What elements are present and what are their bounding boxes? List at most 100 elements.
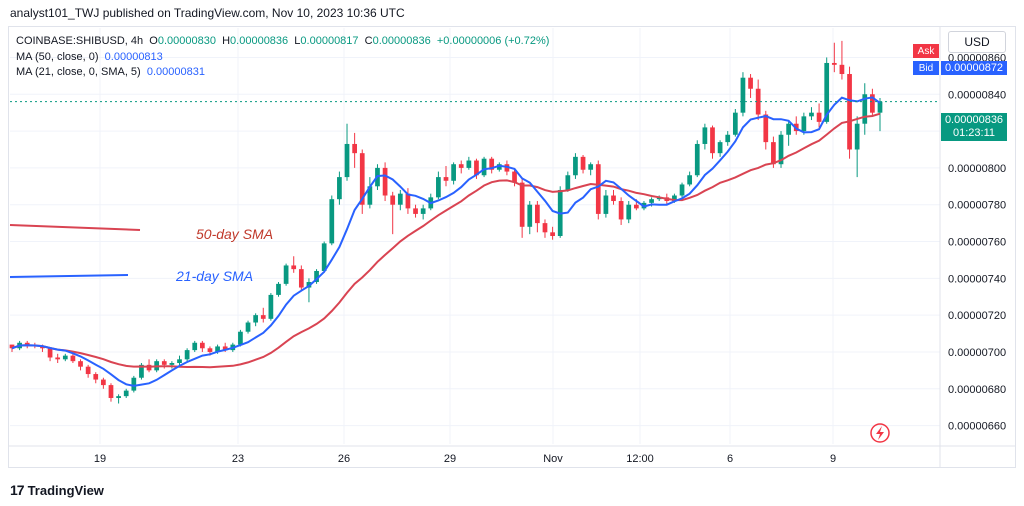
candle-body: [595, 164, 601, 214]
candle-body: [573, 156, 578, 176]
candle-body: [847, 74, 852, 150]
candle-body: [672, 195, 677, 202]
candle-body: [763, 114, 769, 143]
ohlc-row: COINBASE:SHIBUSD, 4h O0.00000830 H0.0000…: [16, 35, 550, 47]
candle-body: [108, 385, 114, 398]
candle-body: [740, 77, 746, 113]
candle-body: [253, 315, 259, 323]
tradingview-logo-icon: 17: [10, 482, 25, 498]
candle-body: [123, 390, 129, 397]
footer-brand[interactable]: 17 TradingView: [10, 482, 104, 498]
candle-body: [778, 134, 784, 165]
candle-body: [139, 364, 144, 378]
candle-body: [732, 112, 738, 135]
sma21-annotation-line: [9, 274, 129, 278]
candle-body: [70, 355, 76, 362]
candle-body: [161, 361, 167, 365]
candle-body: [184, 350, 190, 360]
candle-body: [436, 177, 441, 198]
lightning-icon[interactable]: [870, 423, 890, 443]
candle-body: [177, 359, 182, 364]
candle-body: [717, 142, 723, 154]
time-tick-label: 12:00: [626, 453, 654, 465]
candle-body: [245, 322, 251, 332]
sma50-annotation-label: 50-day SMA: [196, 226, 273, 242]
candle-body: [565, 175, 571, 190]
candle-body: [626, 204, 632, 220]
candle-body: [344, 143, 350, 178]
candle-body: [755, 88, 761, 115]
candle-body: [603, 195, 609, 214]
brand-name: TradingView: [27, 482, 104, 498]
candle-body: [283, 265, 289, 284]
candle-body: [352, 143, 357, 154]
currency-button[interactable]: USD: [948, 31, 1006, 53]
candle-body: [85, 366, 91, 375]
candle-body: [771, 142, 776, 165]
candle-body: [169, 363, 175, 365]
candle-body: [611, 195, 616, 202]
candles: [9, 40, 883, 404]
symbol-label: COINBASE:SHIBUSD, 4h: [16, 35, 144, 47]
time-tick-label: Nov: [543, 453, 563, 465]
candle-body: [535, 204, 540, 224]
price-axis-labels: 0.000008600.000008400.000008200.00000800…: [948, 52, 1006, 432]
candle-body: [222, 346, 228, 351]
candle-body: [694, 143, 700, 176]
candle-body: [877, 101, 883, 113]
candle-body: [192, 342, 198, 351]
candle-body: [618, 201, 624, 220]
candle-body: [337, 177, 342, 200]
candle-body: [24, 342, 30, 345]
candle-body: [298, 269, 304, 288]
time-tick-label: 19: [94, 453, 106, 465]
change-value: +0.00000006 (+0.72%): [436, 35, 550, 47]
price-tick-label: 0.00000800: [948, 163, 1006, 175]
sma21-annotation-label: 21-day SMA: [175, 268, 253, 284]
last-price-value: 0.00000836: [944, 114, 1004, 126]
price-tick-label: 0.00000780: [948, 200, 1006, 212]
candle-body: [550, 232, 555, 236]
candle-body: [78, 361, 83, 367]
chart-frame[interactable]: [8, 26, 1016, 468]
ma21-legend-row: MA (21, close, 0, SMA, 5) 0.00000831: [16, 66, 205, 78]
price-tick-label: 0.00000740: [948, 273, 1006, 285]
bid-price-label: 0.00000872: [941, 61, 1007, 75]
candle-body: [405, 193, 411, 209]
price-tick-label: 0.00000720: [948, 310, 1006, 322]
chart-legend: COINBASE:SHIBUSD, 4h O0.00000830 H0.0000…: [16, 34, 549, 81]
candle-body: [489, 158, 495, 170]
candle-body: [809, 112, 814, 117]
candle-body: [862, 94, 868, 124]
time-tick-label: 9: [830, 453, 836, 465]
candle-body: [390, 195, 396, 205]
candle-body: [291, 265, 297, 270]
candle-body: [512, 171, 517, 183]
ma21-line: [11, 96, 881, 387]
price-tick-label: 0.00000680: [948, 384, 1006, 396]
candle-body: [207, 348, 213, 352]
candle-body: [816, 112, 822, 122]
candle-body: [93, 374, 99, 380]
candle-body: [854, 123, 860, 150]
price-tick-label: 0.00000660: [948, 421, 1006, 433]
candle-body: [47, 348, 53, 358]
candle-body: [420, 208, 426, 214]
time-tick-label: 6: [727, 453, 733, 465]
candle-body: [474, 160, 479, 176]
candle-body: [40, 346, 45, 349]
candle-body: [496, 164, 502, 170]
candle-body: [443, 177, 449, 181]
candle-body: [687, 175, 693, 185]
candle-body: [413, 208, 418, 214]
candle-body: [481, 158, 487, 176]
candle-body: [458, 164, 464, 168]
grid-lines: [8, 26, 1016, 468]
candle-body: [9, 344, 15, 349]
candle-body: [238, 331, 243, 345]
candle-body: [314, 270, 319, 283]
publisher-line: analyst101_TWJ published on TradingView.…: [10, 6, 405, 20]
candle-body: [519, 182, 525, 227]
candle-body: [588, 164, 594, 170]
